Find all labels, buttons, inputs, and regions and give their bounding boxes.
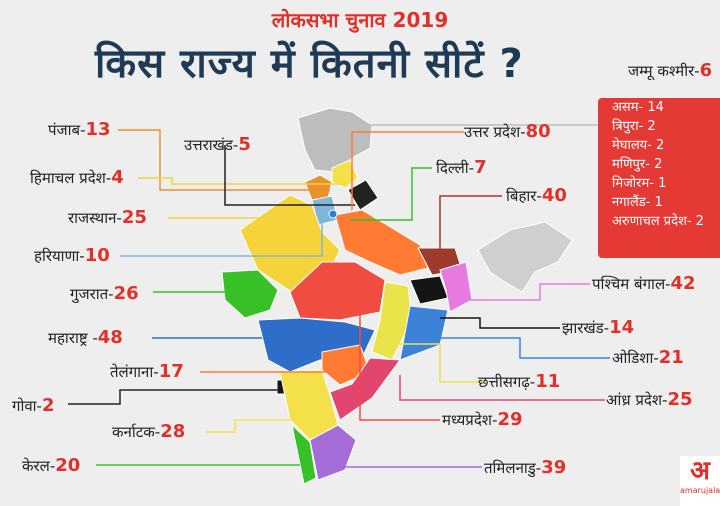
ne-item-manipur: मणिपुर- 2	[612, 157, 663, 172]
label-haryana: हरियाणा-10	[34, 245, 110, 266]
label-maharashtra: महाराष्ट्र -48	[48, 327, 123, 348]
label-delhi: दिल्ली-7	[436, 157, 487, 178]
label-punjab: पंजाब-13	[48, 119, 111, 140]
label-jharkhand: झारखंड-14	[562, 317, 635, 338]
label-uttar-pradesh: उत्तर प्रदेश-80	[464, 121, 551, 142]
ne-item-arunachal: अरुणाचल प्रदेश- 2	[612, 214, 704, 229]
label-uttarakhand: उत्तराखंड-5	[184, 134, 251, 155]
map-region-delhi	[328, 209, 338, 219]
label-gujarat: गुजरात-26	[70, 283, 139, 304]
label-madhya-pradesh: मध्यप्रदेश-29	[442, 409, 523, 430]
ne-item-assam: असम- 14	[612, 100, 664, 115]
map-region-andhra-pradesh	[329, 357, 401, 421]
ne-item-meghalaya: मेघालय- 2	[612, 138, 665, 153]
map-region-jammu-kashmir	[297, 107, 373, 173]
map-region-west-bengal	[439, 261, 473, 313]
ne-item-tripura: त्रिपुरा- 2	[612, 119, 656, 134]
ne-item-mizoram: मिजोरम- 1	[612, 176, 667, 191]
map-region-gujarat	[221, 269, 279, 319]
map-region-northeast	[477, 221, 573, 293]
logo-mark: अ	[690, 456, 710, 486]
amarujala-logo: अ amarujala	[680, 456, 720, 506]
label-bihar: बिहार-40	[506, 185, 567, 206]
map-region-jharkhand	[409, 275, 449, 305]
label-goa: गोवा-2	[12, 395, 55, 416]
northeast-box: असम- 14 त्रिपुरा- 2 मेघालय- 2 मणिपुर- 2 …	[598, 98, 720, 258]
header-title: किस राज्य में कितनी सीटें ?	[95, 41, 524, 87]
label-karnataka: कर्नाटक-28	[112, 421, 186, 442]
label-andhra-pradesh: आंध्र प्रदेश-25	[606, 389, 693, 410]
map-region-rajasthan	[239, 194, 341, 293]
label-kerala: केरल-20	[22, 455, 81, 476]
map-region-uttarakhand	[347, 179, 379, 211]
label-rajasthan: राजस्थान-25	[68, 207, 147, 228]
logo-text: amarujala	[680, 486, 720, 495]
label-jammu-kashmir: जम्मू कश्मीर-6	[628, 60, 713, 81]
label-chhattisgarh: छत्तीसगढ़-11	[478, 371, 561, 392]
label-odisha: ओडिशा-21	[612, 347, 684, 368]
label-himachal: हिमाचल प्रदेश-4	[30, 167, 124, 188]
label-tamil-nadu: तमिलनाडु-39	[484, 457, 567, 478]
header-subtitle: लोकसभा चुनाव 2019	[271, 8, 449, 32]
map-region-punjab	[304, 174, 333, 201]
ne-item-nagaland: नगालैंड- 1	[612, 195, 663, 210]
label-telangana: तेलंगाना-17	[110, 361, 184, 382]
label-west-bengal: पश्चिम बंगाल-42	[592, 273, 696, 294]
